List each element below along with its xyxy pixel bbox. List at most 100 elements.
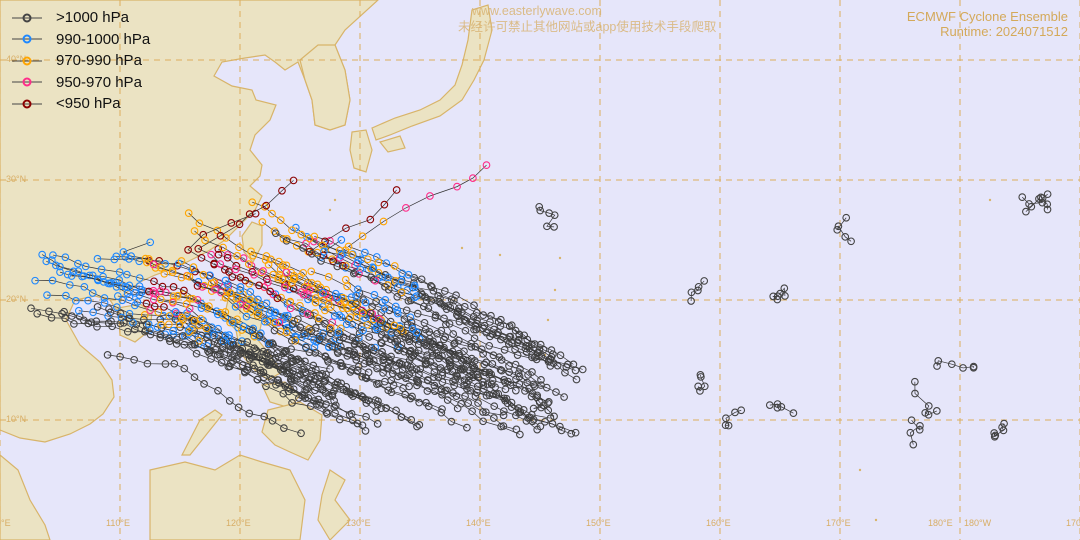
track-point xyxy=(430,373,438,381)
track-point xyxy=(493,331,501,340)
track-point xyxy=(696,387,704,395)
track-point xyxy=(384,273,392,282)
track-point xyxy=(385,306,394,315)
track-point xyxy=(264,358,272,367)
track-point xyxy=(431,311,440,320)
track-point xyxy=(934,356,943,365)
track-point xyxy=(262,252,271,260)
track-point xyxy=(362,399,371,407)
track-point xyxy=(56,268,64,276)
track-point xyxy=(909,440,918,449)
track-point xyxy=(260,412,269,421)
track-point xyxy=(270,227,279,235)
track-point xyxy=(416,365,425,373)
track-point xyxy=(69,267,78,276)
track-point xyxy=(281,312,289,320)
track-point xyxy=(173,261,182,270)
track-point xyxy=(300,365,308,373)
kyushu xyxy=(349,129,373,173)
track-point xyxy=(227,219,236,227)
track-point xyxy=(449,330,458,338)
track-point xyxy=(283,366,292,375)
track-point xyxy=(154,308,163,316)
track-point xyxy=(1043,190,1052,199)
legend-item-gt1000: >1000 hPa xyxy=(12,7,150,29)
track-point xyxy=(773,403,782,412)
track-point xyxy=(537,376,545,384)
track-point xyxy=(438,405,446,413)
track-point xyxy=(331,334,340,343)
track-point xyxy=(387,388,396,397)
track-point xyxy=(515,330,523,339)
track-line xyxy=(240,304,420,403)
track-point xyxy=(202,324,211,333)
track-point xyxy=(195,219,204,228)
track-point xyxy=(533,393,541,402)
legend-item-950-970: 950-970 hPa xyxy=(12,72,150,94)
track-point xyxy=(560,393,568,401)
track-point xyxy=(425,334,434,343)
track-point xyxy=(449,377,457,385)
track-point xyxy=(500,375,508,384)
track-point xyxy=(427,282,435,290)
track-point xyxy=(178,313,186,322)
latitude-label: 40°N xyxy=(6,54,27,64)
island xyxy=(988,198,992,202)
track-point xyxy=(211,345,220,354)
track xyxy=(990,419,1008,441)
track-point xyxy=(393,329,402,337)
track-point xyxy=(358,421,367,430)
track-point xyxy=(346,313,355,322)
track-point xyxy=(404,270,413,279)
track-point xyxy=(293,355,302,364)
track-point xyxy=(380,200,389,209)
track-point xyxy=(390,262,399,270)
track-point xyxy=(299,375,308,384)
track-point xyxy=(266,287,275,296)
track-point xyxy=(229,341,238,349)
track-point xyxy=(477,345,486,354)
track-point xyxy=(347,366,356,374)
track-point xyxy=(257,268,266,277)
track-point xyxy=(160,303,168,311)
track-line xyxy=(273,274,528,383)
track-point xyxy=(391,338,399,346)
track-point xyxy=(494,318,503,326)
track-point xyxy=(157,263,165,272)
track-point xyxy=(537,403,546,412)
track-point xyxy=(242,312,251,321)
island xyxy=(553,288,557,292)
track-point xyxy=(494,389,503,398)
track-point xyxy=(514,408,523,417)
track-point xyxy=(523,378,531,387)
track-point xyxy=(300,329,308,338)
sulawesi xyxy=(317,469,351,540)
track-line xyxy=(181,317,377,412)
legend-marker-icon xyxy=(12,77,42,87)
track-point xyxy=(62,291,70,300)
track-point xyxy=(359,326,367,335)
track-point xyxy=(255,331,264,340)
track-point xyxy=(536,340,545,349)
track-point xyxy=(329,257,338,266)
track-point xyxy=(125,281,134,290)
track-point xyxy=(500,394,508,403)
track-point xyxy=(428,347,436,355)
track-point xyxy=(265,315,274,324)
track-point xyxy=(482,408,490,417)
track-point xyxy=(157,320,165,329)
track xyxy=(320,236,555,370)
track-point xyxy=(324,273,333,281)
track-point xyxy=(407,353,416,361)
track-point xyxy=(307,267,316,276)
track-point xyxy=(248,326,257,335)
track-point xyxy=(232,261,241,270)
longitude-label: 180°W xyxy=(964,518,992,528)
track-point xyxy=(915,425,924,434)
track-point xyxy=(221,265,229,274)
track xyxy=(721,406,746,430)
track-point xyxy=(236,273,245,282)
track-point xyxy=(353,259,362,268)
track xyxy=(833,213,855,246)
track-point xyxy=(383,364,392,373)
